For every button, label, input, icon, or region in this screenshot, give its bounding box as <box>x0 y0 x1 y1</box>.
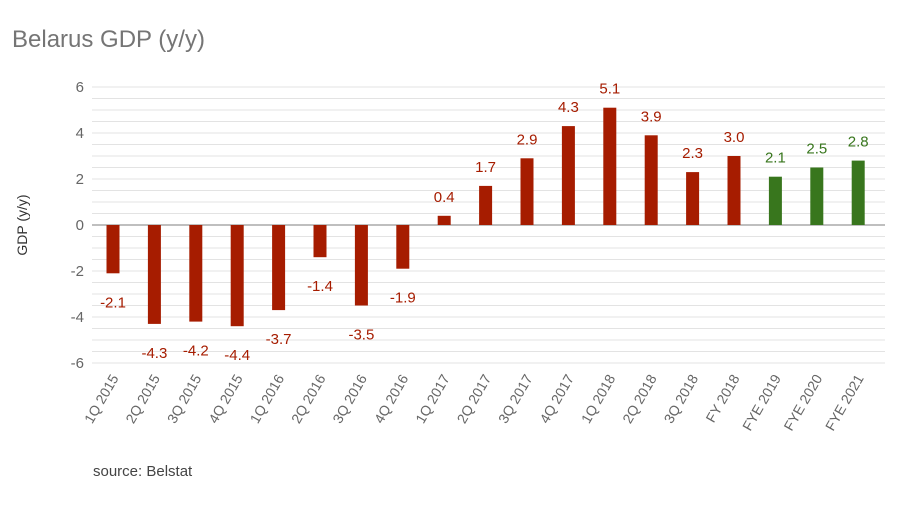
data-label: 3.9 <box>641 108 662 125</box>
bar <box>727 156 741 225</box>
y-axis-title: GDP (y/y) <box>14 194 30 255</box>
data-label: 4.3 <box>558 99 579 116</box>
data-label: -3.7 <box>266 331 292 348</box>
bar <box>520 158 534 225</box>
y-tick-label: -6 <box>71 355 84 372</box>
x-category-label: 3Q 2016 <box>329 371 370 426</box>
y-tick-label: -2 <box>71 263 84 280</box>
data-label: 2.5 <box>806 141 827 158</box>
data-label: -3.5 <box>348 327 374 344</box>
chart-title: Belarus GDP (y/y) <box>12 26 205 53</box>
x-category-label: 1Q 2016 <box>246 371 287 426</box>
x-category-label: 4Q 2016 <box>371 371 412 426</box>
bar <box>147 225 161 324</box>
x-category-label: 1Q 2015 <box>81 371 122 426</box>
data-label: 2.8 <box>848 134 869 151</box>
bar <box>810 167 824 225</box>
x-category-label: 2Q 2015 <box>122 371 163 426</box>
x-category-label: FYE 2019 <box>739 371 784 433</box>
x-category-label: 3Q 2015 <box>164 371 205 426</box>
x-category-label: 2Q 2018 <box>619 371 660 426</box>
x-category-label: 3Q 2018 <box>660 371 701 426</box>
x-category-label: 4Q 2015 <box>205 371 246 426</box>
bar <box>851 160 865 225</box>
y-tick-label: 2 <box>76 171 84 188</box>
y-tick-label: 0 <box>76 217 84 234</box>
x-category-label: 4Q 2017 <box>536 371 577 426</box>
x-category-label: 2Q 2016 <box>288 371 329 426</box>
bar <box>313 225 327 258</box>
data-label: 3.0 <box>724 129 745 146</box>
source-note: source: Belstat <box>93 463 193 480</box>
x-category-label: 3Q 2017 <box>495 371 536 426</box>
data-label: 0.4 <box>434 189 455 206</box>
x-category-label: FY 2018 <box>702 371 742 425</box>
x-category-label: FYE 2021 <box>822 371 867 433</box>
data-label: 2.9 <box>517 131 538 148</box>
bar <box>230 225 244 327</box>
bar <box>561 126 575 225</box>
y-tick-label: 6 <box>76 79 84 96</box>
data-label: -4.2 <box>183 343 209 360</box>
data-label: -4.4 <box>224 347 250 364</box>
bar <box>106 225 120 274</box>
data-label: 2.3 <box>682 145 703 162</box>
bar <box>354 225 368 306</box>
y-tick-label: 4 <box>76 125 84 142</box>
bar <box>768 176 782 225</box>
x-category-label: 1Q 2018 <box>578 371 619 426</box>
bar <box>396 225 410 269</box>
bar <box>686 172 700 225</box>
data-label: 5.1 <box>599 81 620 98</box>
y-tick-label: -4 <box>71 309 84 326</box>
data-label: -4.3 <box>141 345 167 362</box>
x-category-label: 2Q 2017 <box>453 371 494 426</box>
bar <box>189 225 203 322</box>
data-label: -2.1 <box>100 294 126 311</box>
bar <box>479 185 493 225</box>
bar <box>272 225 286 311</box>
bar <box>437 215 451 225</box>
x-category-label: 1Q 2017 <box>412 371 453 426</box>
data-label: 2.1 <box>765 150 786 167</box>
x-category-label: FYE 2020 <box>780 371 825 433</box>
data-label: 1.7 <box>475 159 496 176</box>
bar <box>644 135 658 225</box>
bar <box>603 107 617 225</box>
data-label: -1.4 <box>307 278 333 295</box>
data-label: -1.9 <box>390 290 416 307</box>
